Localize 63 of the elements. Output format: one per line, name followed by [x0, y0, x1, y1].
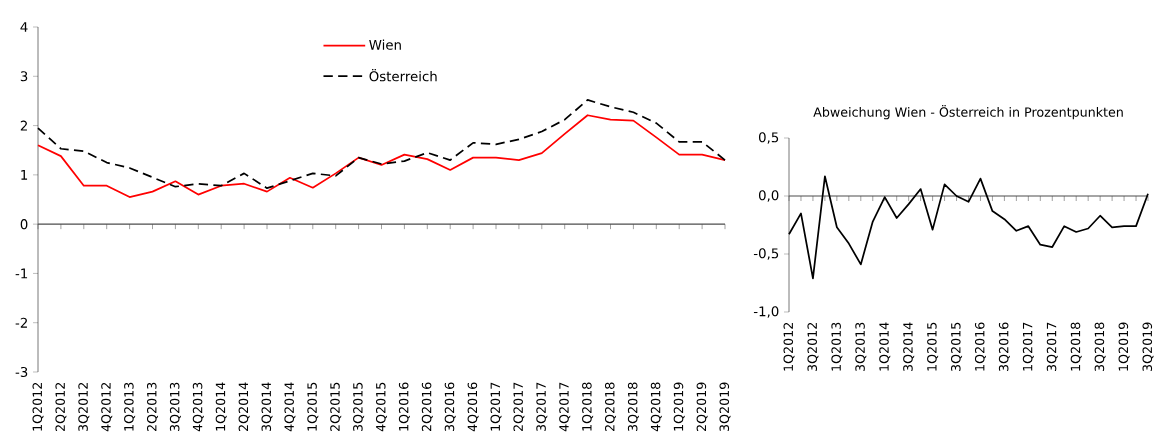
x-tick-label: 1Q2019	[1118, 322, 1130, 371]
x-tick-label: 3Q2018	[1094, 322, 1106, 372]
x-tick-label: 1Q2014	[215, 382, 227, 431]
y-tick-label: -1	[15, 268, 28, 279]
x-tick-label: 3Q2017	[1046, 322, 1058, 372]
x-tick-label: 4Q2015	[375, 382, 388, 432]
x-tick-label: 1Q2018	[582, 382, 594, 431]
x-tick-label: 2Q2016	[421, 382, 433, 432]
x-tick-label: 4Q2013	[192, 382, 204, 432]
x-tick-label: 2Q2018	[604, 382, 617, 432]
x-tick-label: 4Q2016	[467, 382, 479, 432]
y-tick-label: 0	[20, 219, 28, 230]
x-tick-label: 2Q2017	[513, 382, 525, 432]
x-tick-label: 2Q2015	[330, 382, 342, 432]
y-tick-label: -2	[15, 317, 27, 328]
line-series	[37, 114, 726, 198]
x-tick-label: 3Q2016	[444, 382, 456, 432]
x-tick-label: 1Q2013	[831, 322, 843, 371]
y-tick-label: 0,0	[758, 190, 779, 202]
x-tick-label: 1Q2012	[783, 322, 795, 371]
x-tick-label: 4Q2014	[284, 382, 296, 432]
chart-title: Abweichung Wien - Österreich in Prozentpunkten	[813, 105, 1123, 120]
y-tick-label: -3	[15, 366, 28, 378]
x-tick-label: 3Q2019	[719, 382, 731, 432]
x-tick-label: 3Q2012	[78, 382, 90, 432]
y-tick-label: 4	[20, 22, 28, 32]
x-tick-label: 1Q2012	[32, 382, 44, 431]
x-tick-label: 1Q2013	[124, 382, 136, 431]
x-tick-label: 3Q2015	[951, 322, 963, 372]
x-tick-label: 4Q2018	[650, 382, 662, 432]
legend-label: Österreich	[369, 68, 437, 82]
x-tick-label: 1Q2019	[673, 382, 685, 431]
y-tick-label: 3	[20, 71, 28, 82]
x-tick-label: 1Q2016	[398, 382, 410, 431]
x-tick-label: 3Q2013	[855, 322, 867, 372]
x-tick-label: 3Q2016	[998, 322, 1010, 372]
x-tick-label: 2Q2014	[238, 382, 250, 432]
x-tick-label: 1Q2014	[879, 322, 891, 371]
x-tick-label: 3Q2014	[903, 322, 915, 372]
y-tick-label: -1,0	[753, 306, 779, 318]
y-tick-label: 1	[21, 170, 28, 180]
x-tick-label: 4Q2012	[101, 382, 113, 432]
x-tick-label: 2Q2013	[146, 382, 159, 432]
x-tick-label: 1Q2018	[1070, 322, 1082, 371]
y-tick-label: 0,5	[758, 132, 779, 144]
x-tick-label: 3Q2014	[261, 382, 273, 432]
x-tick-label: 1Q2017	[490, 382, 502, 431]
x-tick-label: 1Q2015	[307, 382, 319, 431]
x-tick-label: 3Q2013	[169, 382, 181, 432]
x-tick-label: 3Q2017	[536, 382, 548, 432]
x-tick-label: 1Q2016	[974, 322, 986, 371]
legend-label: Wien	[369, 39, 401, 50]
x-tick-label: 3Q2019	[1142, 322, 1154, 372]
x-tick-label: 3Q2015	[353, 382, 365, 432]
y-tick-label: 2	[20, 120, 27, 131]
x-tick-label: 2Q2019	[696, 382, 708, 432]
x-tick-label: 1Q2017	[1022, 322, 1034, 371]
x-tick-label: 4Q2017	[559, 382, 571, 432]
x-tick-label: 3Q2018	[627, 382, 639, 432]
x-tick-label: 1Q2015	[927, 322, 939, 371]
x-tick-label: 2Q2012	[55, 382, 67, 432]
y-tick-label: -0,5	[753, 248, 779, 260]
x-tick-label: 3Q2012	[807, 322, 819, 372]
